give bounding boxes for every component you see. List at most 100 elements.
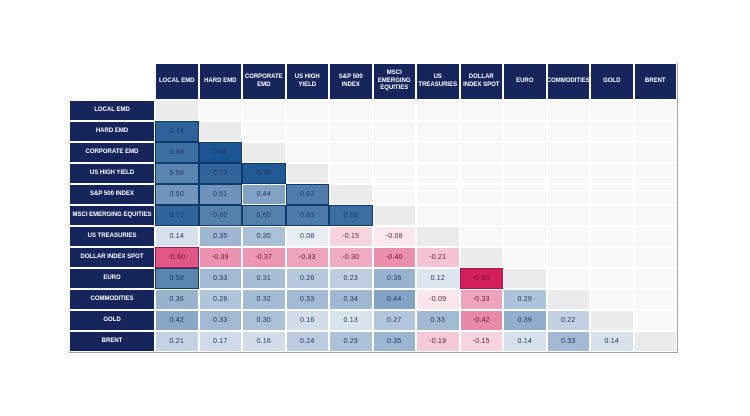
matrix-cell: 0.39 — [503, 310, 547, 331]
empty-cell — [633, 121, 677, 142]
matrix-cell: 0.58 — [155, 268, 199, 289]
empty-cell — [633, 226, 677, 247]
matrix-cell: 0.14 — [590, 331, 634, 352]
matrix-cell: -0.15 — [459, 331, 503, 352]
column-header: GOLD — [590, 63, 634, 100]
empty-cell — [372, 100, 416, 121]
empty-cell — [633, 142, 677, 163]
empty-cell — [590, 205, 634, 226]
empty-cell — [416, 100, 460, 121]
empty-cell — [459, 100, 503, 121]
row-header: HARD EMD — [69, 121, 155, 142]
matrix-cell: 0.08 — [285, 226, 329, 247]
empty-cell — [590, 142, 634, 163]
matrix-cell: 0.58 — [155, 163, 199, 184]
matrix-cell: -0.30 — [329, 247, 373, 268]
empty-cell — [416, 205, 460, 226]
matrix-cell: 0.44 — [242, 184, 286, 205]
empty-cell — [285, 100, 329, 121]
diagonal-cell — [503, 268, 547, 289]
matrix-cell: 0.16 — [285, 310, 329, 331]
matrix-cell: 0.33 — [416, 310, 460, 331]
matrix-cell: 0.33 — [198, 268, 242, 289]
empty-cell — [416, 142, 460, 163]
diagonal-cell — [329, 184, 373, 205]
diagonal-cell — [198, 121, 242, 142]
matrix-cell: 0.12 — [416, 268, 460, 289]
row-header: COMMODITIES — [69, 289, 155, 310]
empty-cell — [590, 184, 634, 205]
column-header: COMMODITIES — [546, 63, 590, 100]
row-header: S&P 500 INDEX — [69, 184, 155, 205]
empty-cell — [546, 184, 590, 205]
empty-cell — [503, 163, 547, 184]
matrix-cell: 0.62 — [285, 184, 329, 205]
matrix-cell: 0.21 — [155, 331, 199, 352]
matrix-cell: 0.13 — [329, 310, 373, 331]
empty-cell — [633, 268, 677, 289]
empty-cell — [459, 226, 503, 247]
diagonal-cell — [372, 205, 416, 226]
matrix-cell: 0.36 — [372, 268, 416, 289]
matrix-cell: 0.29 — [329, 331, 373, 352]
row-header: DOLLAR INDEX SPOT — [69, 247, 155, 268]
matrix-cell: -0.40 — [372, 247, 416, 268]
matrix-cell: 0.22 — [546, 310, 590, 331]
matrix-cell: 0.50 — [155, 184, 199, 205]
empty-cell — [372, 184, 416, 205]
matrix-cell: 0.60 — [198, 205, 242, 226]
matrix-cell: -0.33 — [285, 247, 329, 268]
matrix-cell: -0.21 — [416, 247, 460, 268]
column-header: LOCAL EMD — [155, 63, 199, 100]
empty-cell — [459, 142, 503, 163]
empty-cell — [329, 142, 373, 163]
empty-cell — [503, 184, 547, 205]
matrix-cell: 0.32 — [242, 289, 286, 310]
empty-cell — [285, 121, 329, 142]
diagonal-cell — [242, 142, 286, 163]
empty-cell — [590, 121, 634, 142]
empty-cell — [285, 142, 329, 163]
row-header: US TREASURIES — [69, 226, 155, 247]
empty-cell — [459, 121, 503, 142]
matrix-cell: 0.34 — [329, 289, 373, 310]
empty-cell — [590, 268, 634, 289]
matrix-cell: 0.33 — [546, 331, 590, 352]
matrix-cell: 0.35 — [198, 226, 242, 247]
column-header: S&P 500 INDEX — [329, 63, 373, 100]
correlation-matrix-grid: LOCAL EMD HARD EMD CORPORATE EMD US HIGH YI… — [69, 63, 677, 352]
matrix-cell: 0.74 — [155, 121, 199, 142]
diagonal-cell — [590, 310, 634, 331]
empty-cell — [546, 205, 590, 226]
empty-cell — [633, 289, 677, 310]
matrix-cell: 0.44 — [372, 289, 416, 310]
row-header: GOLD — [69, 310, 155, 331]
matrix-cell: 0.27 — [372, 310, 416, 331]
matrix-cell: 0.51 — [198, 184, 242, 205]
empty-cell — [633, 163, 677, 184]
matrix-cell: 0.33 — [285, 289, 329, 310]
empty-cell — [242, 100, 286, 121]
empty-cell — [503, 226, 547, 247]
column-header: MSCI EMERGING EQUITIES — [372, 63, 416, 100]
empty-cell — [546, 226, 590, 247]
column-header: BRENT — [633, 63, 677, 100]
empty-cell — [546, 121, 590, 142]
matrix-cell: -0.33 — [459, 289, 503, 310]
row-header: BRENT — [69, 331, 155, 352]
matrix-cell: 0.35 — [372, 331, 416, 352]
column-header: US TREASURIES — [416, 63, 460, 100]
matrix-cell: 0.23 — [329, 268, 373, 289]
matrix-cell: 0.14 — [155, 226, 199, 247]
matrix-cell: 0.33 — [198, 310, 242, 331]
matrix-cell: 0.30 — [242, 310, 286, 331]
empty-cell — [242, 121, 286, 142]
matrix-cell: -0.09 — [416, 289, 460, 310]
diagonal-cell — [546, 289, 590, 310]
empty-cell — [633, 310, 677, 331]
row-header: MSCI EMERGING EQUITIES — [69, 205, 155, 226]
empty-cell — [590, 100, 634, 121]
empty-cell — [372, 121, 416, 142]
empty-cell — [546, 247, 590, 268]
empty-cell — [459, 205, 503, 226]
